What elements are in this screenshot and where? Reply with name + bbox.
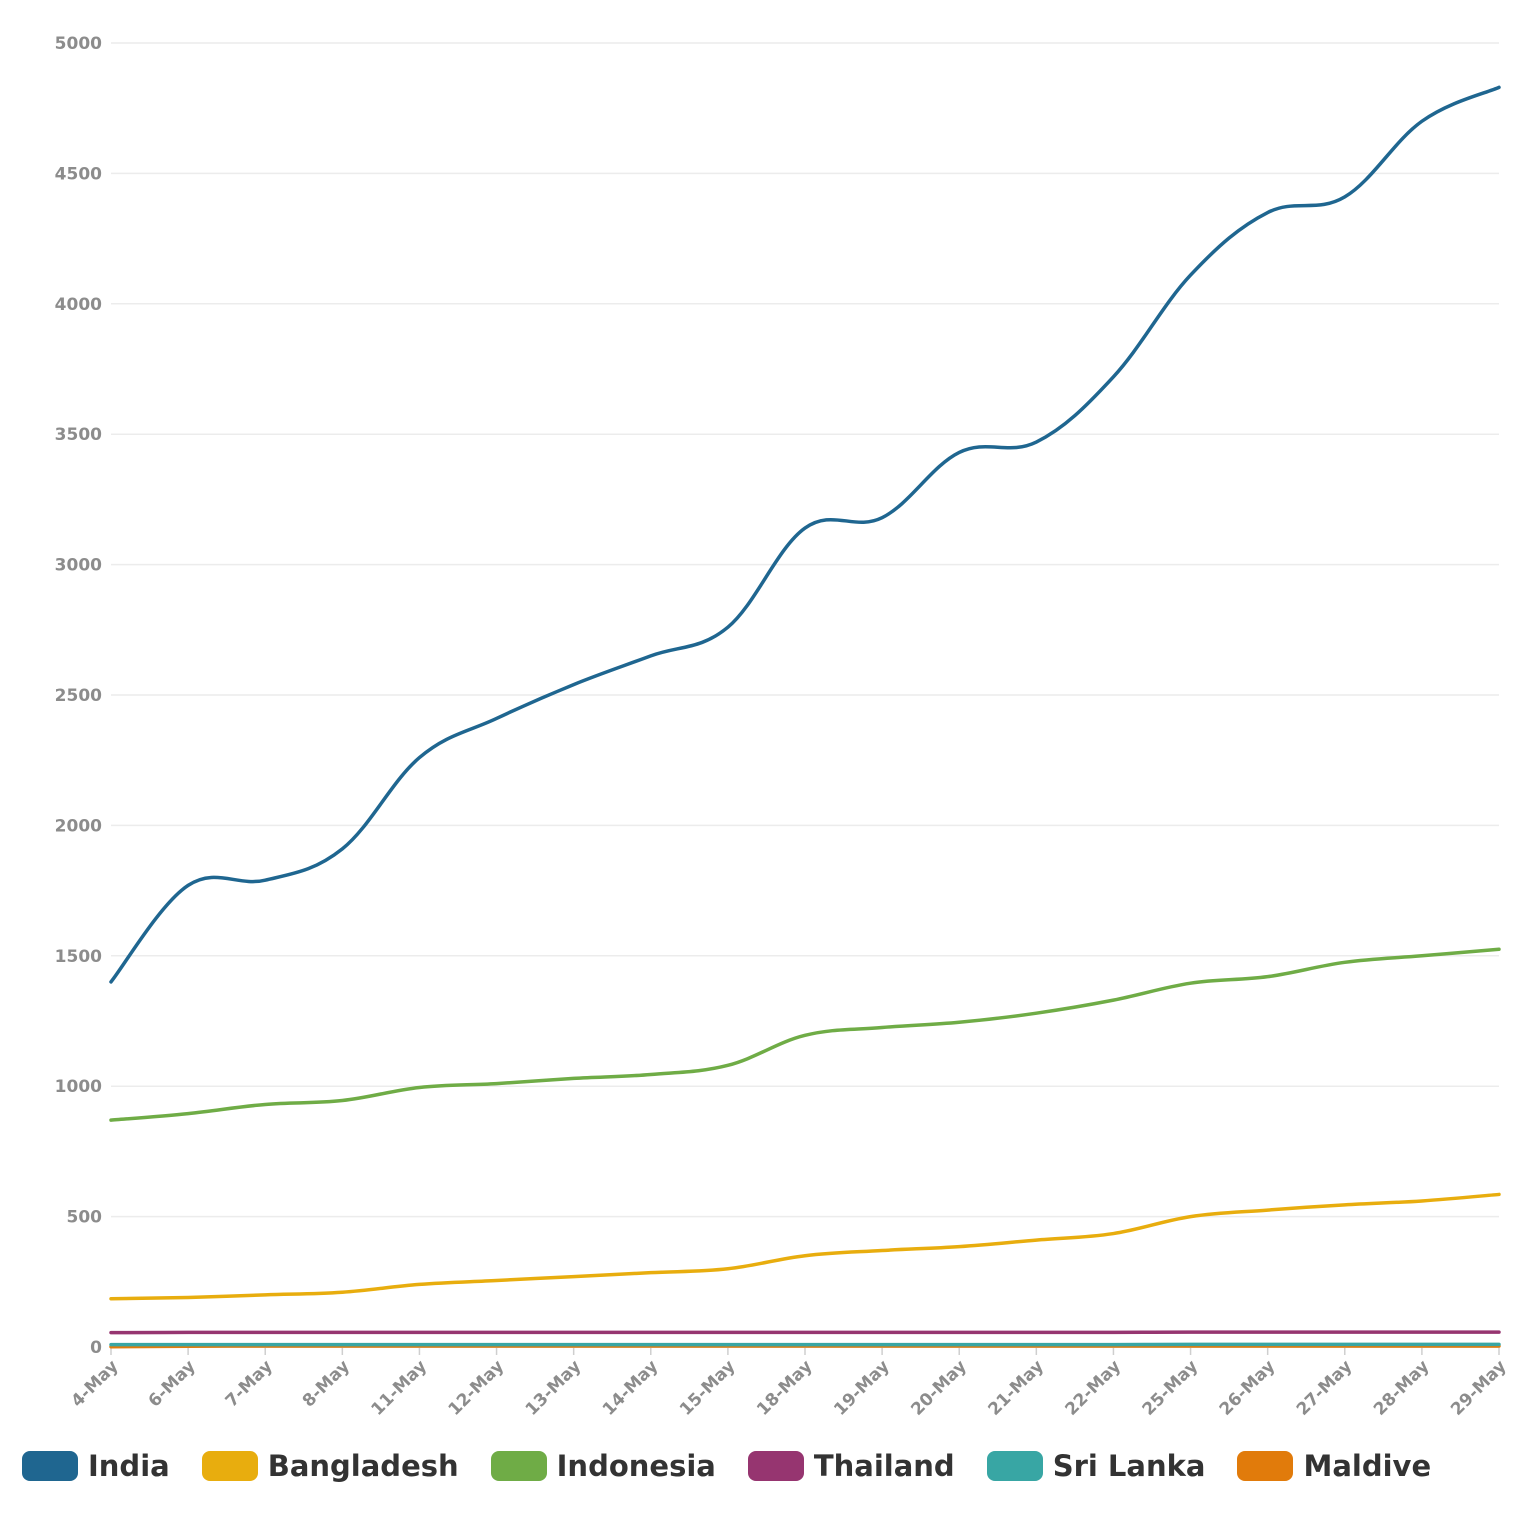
legend-swatch bbox=[22, 1451, 78, 1481]
x-tick-label: 21-May bbox=[984, 1356, 1047, 1419]
x-tick-label: 28-May bbox=[1370, 1356, 1433, 1419]
x-tick-label: 15-May bbox=[676, 1356, 739, 1419]
y-tick-label: 0 bbox=[90, 1338, 102, 1358]
x-tick-label: 11-May bbox=[368, 1356, 431, 1419]
x-tick-label: 27-May bbox=[1293, 1356, 1356, 1419]
y-tick-label: 4000 bbox=[55, 295, 102, 315]
legend-item-thailand: Thailand bbox=[747, 1449, 955, 1483]
x-tick-label: 20-May bbox=[907, 1356, 970, 1419]
x-axis: 4-May 6-May 7-May 8-May 11-May 12-May 13-May 14… bbox=[67, 1347, 1511, 1420]
legend-item-indonesia: Indonesia bbox=[490, 1449, 716, 1483]
legend-label: Sri Lanka bbox=[1052, 1449, 1206, 1483]
legend-item-sri-lanka: Sri Lanka bbox=[986, 1449, 1206, 1483]
legend-swatch bbox=[1237, 1451, 1294, 1481]
x-tick-label: 18-May bbox=[753, 1356, 816, 1419]
y-tick-label: 2000 bbox=[55, 816, 102, 836]
x-tick-label: 14-May bbox=[599, 1356, 662, 1419]
legend-swatch bbox=[747, 1451, 804, 1481]
series-line-thailand bbox=[109, 1330, 1501, 1335]
series-line-india bbox=[109, 85, 1501, 984]
series-line-indonesia bbox=[109, 947, 1501, 1122]
y-tick-label: 4500 bbox=[55, 164, 102, 184]
y-tick-label: 3500 bbox=[55, 425, 102, 445]
x-tick-label: 4-May bbox=[67, 1356, 122, 1411]
x-tick-label: 12-May bbox=[445, 1356, 508, 1419]
legend-label: Indonesia bbox=[556, 1449, 716, 1483]
y-tick-label: 500 bbox=[67, 1208, 103, 1228]
legend-item-maldive: Maldive bbox=[1237, 1449, 1431, 1483]
y-tick-label: 2500 bbox=[55, 686, 102, 706]
x-tick-label: 8-May bbox=[299, 1356, 354, 1411]
series-line-bangladesh bbox=[109, 1192, 1501, 1301]
y-tick-label: 5000 bbox=[55, 34, 102, 54]
legend-label: Bangladesh bbox=[267, 1449, 459, 1483]
gridlines bbox=[111, 42, 1499, 1348]
y-axis: 0 500 1000 1500 2000 2500 3000 3500 4000 4500 5000 bbox=[55, 34, 102, 1358]
x-tick-label: 29-May bbox=[1447, 1356, 1510, 1419]
x-tick-label: 7-May bbox=[222, 1356, 277, 1411]
legend-item-india: India bbox=[22, 1449, 170, 1483]
x-tick-label: 25-May bbox=[1139, 1356, 1202, 1419]
x-tick-label: 19-May bbox=[830, 1356, 893, 1419]
y-tick-label: 3000 bbox=[55, 556, 102, 576]
series-lines bbox=[109, 85, 1501, 1349]
x-tick-label: 13-May bbox=[522, 1356, 585, 1419]
legend-item-bangladesh: Bangladesh bbox=[201, 1449, 459, 1483]
x-tick-label: 6-May bbox=[145, 1356, 200, 1411]
y-tick-label: 1500 bbox=[55, 947, 102, 967]
legend-swatch bbox=[201, 1451, 258, 1481]
legend-label: India bbox=[88, 1449, 170, 1483]
x-tick-label: 22-May bbox=[1062, 1356, 1125, 1419]
legend: India Bangladesh Indonesia Thailand Sri Lank… bbox=[22, 1446, 1522, 1486]
legend-swatch bbox=[490, 1451, 547, 1481]
legend-label: Maldive bbox=[1303, 1449, 1432, 1483]
x-tick-label: 26-May bbox=[1216, 1356, 1279, 1419]
legend-label: Thailand bbox=[813, 1449, 955, 1483]
y-tick-label: 1000 bbox=[55, 1077, 102, 1097]
legend-swatch bbox=[986, 1451, 1043, 1481]
